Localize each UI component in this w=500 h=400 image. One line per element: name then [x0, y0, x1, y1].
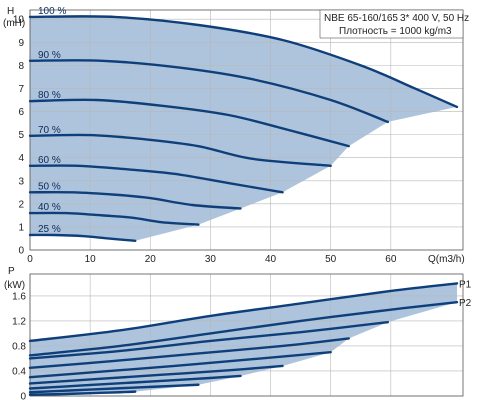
head-curve-labels: 100 % 90 % 80 % 70 % 60 % 50 % 40 % 25 % — [38, 6, 66, 235]
head-curve-90 — [28, 59, 390, 124]
head-curve-70 — [28, 133, 332, 167]
power-curve-speed-8 — [28, 390, 137, 396]
x-tick-20: 20 — [145, 254, 157, 265]
x-axis-label: Q(m3/h) — [428, 254, 465, 265]
head-y-tick-2: 2 — [18, 199, 24, 210]
head-curves — [28, 15, 459, 242]
head-plot-frame — [29, 9, 464, 251]
pump-supply: 3* 400 V, 50 Hz — [400, 13, 469, 24]
power-curve-label-p2: P2 — [459, 298, 472, 309]
head-y-tick-1: 1 — [18, 222, 24, 233]
head-curve-label-80: 80 % — [38, 90, 61, 101]
head-chart: 100 % 90 % 80 % 70 % 60 % 50 % 40 % 25 % 0 1 2 3 4 5… — [3, 6, 469, 265]
power-y-tick-1-6: 1.6 — [12, 291, 26, 302]
head-curve-100 — [28, 15, 459, 109]
head-curve-label-25: 25 % — [38, 224, 61, 235]
head-curve-label-100: 100 % — [38, 6, 66, 17]
x-tick-10: 10 — [85, 254, 97, 265]
density-note: Плотность = 1000 kg/m3 — [339, 26, 452, 37]
head-y-tick-4: 4 — [18, 153, 24, 164]
x-tick-0: 0 — [27, 254, 33, 265]
power-curve-speed-5 — [28, 364, 284, 385]
power-operating-region — [30, 283, 457, 395]
head-y-tick-9: 9 — [18, 38, 24, 49]
head-region-area — [30, 16, 457, 241]
power-y-tick-0-4: 0.4 — [12, 366, 26, 377]
power-y-ticks: 0 0.4 0.8 1.2 1.6 — [12, 291, 26, 400]
power-curve-speed-6 — [28, 374, 242, 390]
pump-info-box — [319, 9, 464, 39]
head-curve-label-50: 50 % — [38, 181, 61, 192]
head-y-tick-6: 6 — [18, 107, 24, 118]
power-axis-unit: (kW) — [4, 280, 25, 291]
power-y-tick-1-2: 1.2 — [12, 316, 26, 327]
power-axis-title: P — [8, 266, 15, 277]
x-tick-50: 50 — [325, 254, 337, 265]
x-tick-60: 60 — [385, 254, 397, 265]
head-curve-label-90: 90 % — [38, 50, 61, 61]
power-curve-label-p1: P1 — [459, 279, 472, 290]
head-curve-label-40: 40 % — [38, 202, 61, 213]
power-chart: P1 P2 0 0.4 0.8 1.2 1.6 P (kW) — [4, 266, 472, 400]
power-curve-speed-2 — [28, 320, 390, 360]
head-y-tick-10: 10 — [13, 15, 25, 26]
head-curve-25 — [28, 233, 137, 242]
head-curve-40 — [28, 211, 200, 226]
x-tick-40: 40 — [265, 254, 277, 265]
head-y-tick-0: 0 — [18, 246, 24, 257]
head-y-tick-3: 3 — [18, 176, 24, 187]
power-plot-frame — [29, 273, 464, 397]
head-curve-80 — [28, 98, 350, 148]
x-tick-30: 30 — [205, 254, 217, 265]
power-curve-speed-4 — [28, 351, 332, 379]
power-y-tick-0: 0 — [20, 392, 26, 400]
power-region-area — [30, 283, 457, 395]
head-curve-label-70: 70 % — [38, 125, 61, 136]
head-y-tick-7: 7 — [18, 84, 24, 95]
power-curve-p1 — [28, 282, 459, 343]
head-y-ticks: 0 1 2 3 4 5 6 7 8 9 10 — [13, 15, 25, 257]
power-curve-labels: P1 P2 — [459, 279, 472, 309]
head-curve-label-60: 60 % — [38, 155, 61, 166]
pump-model: NBE 65-160/165 — [324, 13, 398, 24]
power-curve-speed-3 — [28, 337, 350, 370]
head-operating-region — [30, 16, 457, 241]
power-curves — [28, 282, 459, 396]
power-y-tick-0-8: 0.8 — [12, 341, 26, 352]
power-curve-speed-7 — [28, 383, 200, 394]
head-axis-title: H — [7, 6, 14, 17]
head-curve-60 — [28, 164, 284, 194]
head-y-tick-5: 5 — [18, 130, 24, 141]
head-curve-50 — [28, 190, 242, 210]
head-x-ticks: 0 10 20 30 40 50 60 — [27, 254, 397, 265]
head-axis-unit: (mH) — [3, 18, 25, 29]
power-curve-p2 — [28, 300, 459, 357]
head-y-tick-8: 8 — [18, 61, 24, 72]
